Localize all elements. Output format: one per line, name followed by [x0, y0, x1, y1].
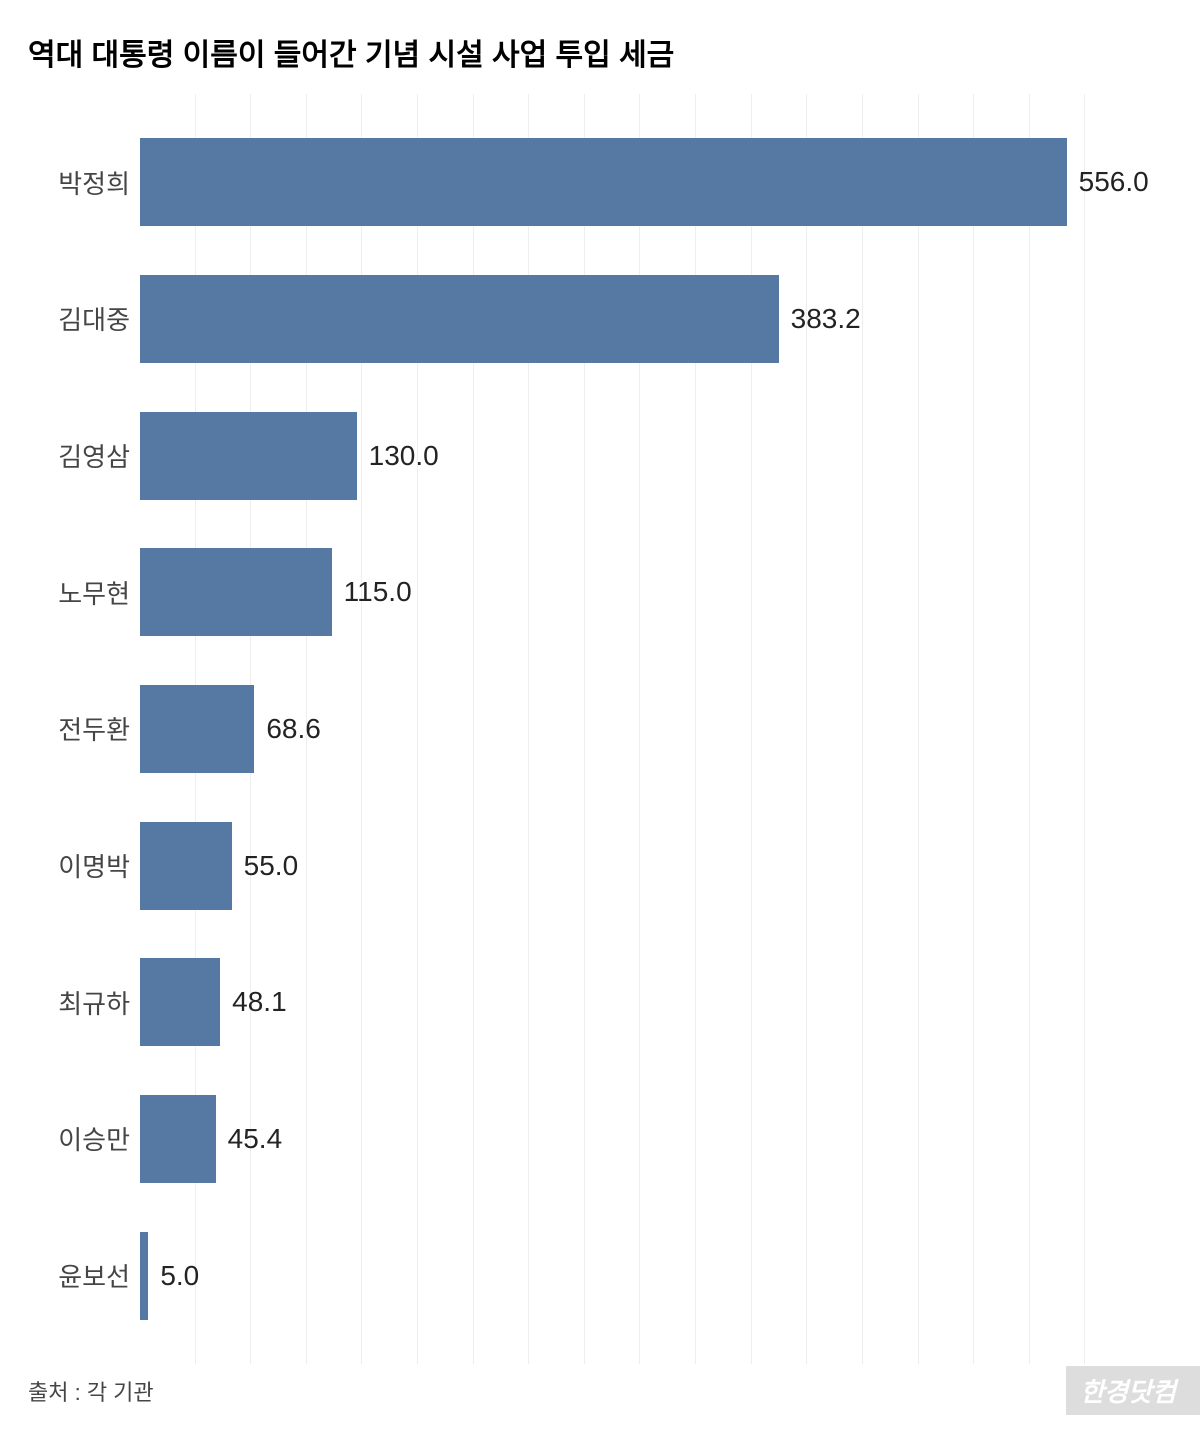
bar-value-label: 130.0 — [369, 440, 439, 472]
bar-row: 윤보선5.0 — [140, 1232, 1140, 1320]
bar-row: 이승만45.4 — [140, 1095, 1140, 1183]
bar: 45.4 — [140, 1095, 216, 1183]
bar-row: 노무현115.0 — [140, 548, 1140, 636]
bar-row: 김영삼130.0 — [140, 412, 1140, 500]
category-label: 박정희 — [20, 164, 130, 201]
bar: 68.6 — [140, 685, 254, 773]
bar-value-label: 383.2 — [791, 303, 861, 335]
bar: 383.2 — [140, 275, 779, 363]
bar: 556.0 — [140, 138, 1067, 226]
bar-row: 최규하48.1 — [140, 958, 1140, 1046]
bar-value-label: 48.1 — [232, 986, 287, 1018]
category-label: 이명박 — [20, 847, 130, 884]
category-label: 최규하 — [20, 984, 130, 1021]
bar-value-label: 556.0 — [1079, 166, 1149, 198]
category-label: 노무현 — [20, 574, 130, 611]
bar-row: 전두환68.6 — [140, 685, 1140, 773]
bar: 55.0 — [140, 822, 232, 910]
category-label: 김대중 — [20, 300, 130, 337]
source-text: 출처 : 각 기관 — [28, 1375, 154, 1407]
category-label: 전두환 — [20, 710, 130, 747]
bars-container: 박정희556.0 김대중383.2 김영삼130.0 노무현115.0 전두환68.6 이… — [140, 94, 1140, 1364]
bar-value-label: 45.4 — [228, 1123, 283, 1155]
bar-row: 김대중383.2 — [140, 275, 1140, 363]
bar-value-label: 68.6 — [266, 713, 321, 745]
bar: 130.0 — [140, 412, 357, 500]
watermark-badge: 한경닷컴 — [1066, 1366, 1200, 1415]
category-label: 이승만 — [20, 1120, 130, 1157]
bar-value-label: 55.0 — [244, 850, 299, 882]
category-label: 윤보선 — [20, 1257, 130, 1294]
bar: 5.0 — [140, 1232, 148, 1320]
bar: 48.1 — [140, 958, 220, 1046]
chart-footer: 출처 : 각 기관 한경닷컴 — [28, 1366, 1200, 1415]
bar-value-label: 5.0 — [160, 1260, 199, 1292]
category-label: 김영삼 — [20, 437, 130, 474]
bar-row: 이명박55.0 — [140, 822, 1140, 910]
chart-title: 역대 대통령 이름이 들어간 기념 시설 사업 투입 세금 — [0, 0, 1200, 94]
bar: 115.0 — [140, 548, 332, 636]
chart-plot-area: 박정희556.0 김대중383.2 김영삼130.0 노무현115.0 전두환68.6 이… — [140, 94, 1140, 1364]
bar-row: 박정희556.0 — [140, 138, 1140, 226]
bar-value-label: 115.0 — [344, 576, 412, 608]
